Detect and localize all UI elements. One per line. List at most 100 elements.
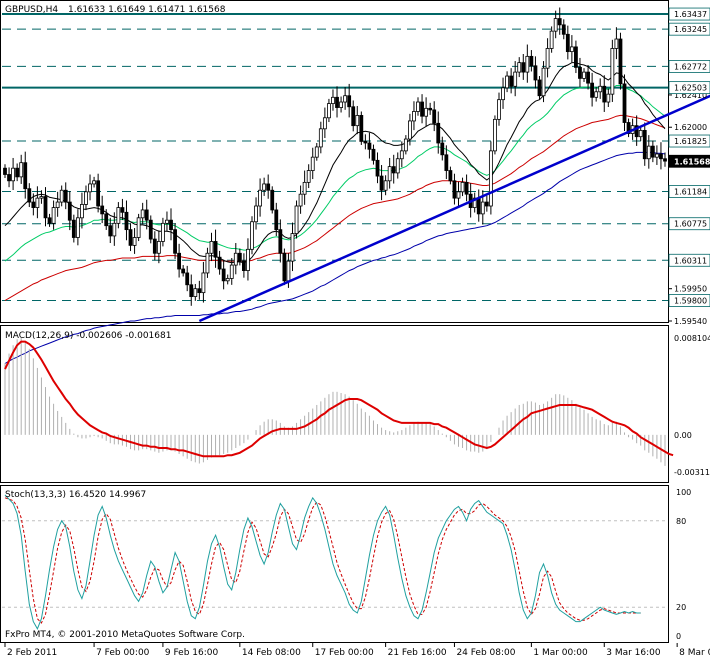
candle-body — [75, 217, 80, 238]
candle-body — [108, 225, 113, 237]
candle-body — [173, 229, 177, 254]
candle-body — [634, 125, 639, 138]
candle-body — [391, 166, 396, 174]
price-label: 1.60311 — [674, 256, 707, 265]
price-label: 1.62410 — [674, 91, 707, 100]
candle-body — [626, 122, 631, 134]
candle-body — [31, 201, 36, 208]
candle-body — [537, 79, 542, 97]
price-label-box — [668, 81, 710, 95]
candle-body — [11, 167, 15, 182]
price-label: 1.60775 — [674, 220, 707, 229]
candle-body — [488, 150, 493, 207]
price-label: 1.59540 — [674, 317, 707, 326]
candle-body — [197, 288, 202, 294]
candle-body — [618, 38, 623, 85]
candle-body — [132, 237, 137, 246]
candle-body — [3, 167, 7, 175]
candle-body — [161, 222, 165, 242]
candle-body — [367, 142, 372, 150]
candle-body — [213, 241, 218, 258]
candle-body — [278, 229, 283, 254]
candle-body — [140, 209, 145, 219]
time-label: 9 Feb 16:00 — [165, 648, 219, 658]
candle-body — [578, 66, 582, 79]
candle-body — [529, 55, 534, 67]
candle-body — [614, 38, 619, 49]
price-label: 1.62503 — [674, 84, 707, 93]
ma-short-line — [4, 62, 666, 264]
candle-body — [181, 268, 186, 274]
candle-body — [84, 191, 88, 205]
candle-body — [63, 189, 68, 203]
price-label-box — [668, 185, 710, 198]
candle-body — [343, 95, 348, 103]
candle-body — [416, 101, 420, 112]
candle-body — [298, 193, 303, 207]
candle-body — [152, 238, 157, 254]
candle-body — [270, 189, 275, 211]
candle-body — [586, 71, 590, 84]
candle-body — [51, 207, 56, 224]
price-label: 1.61568 — [674, 157, 710, 166]
candle-body — [148, 219, 153, 240]
stoch-scale-label: 20 — [676, 603, 686, 612]
candle-body — [594, 91, 599, 98]
candle-body — [464, 181, 469, 195]
candle-body — [205, 252, 210, 274]
candle-body — [432, 109, 437, 124]
time-label: 7 Feb 00:00 — [96, 648, 150, 658]
ma-long-line — [4, 114, 666, 301]
candle-body — [444, 154, 449, 171]
macd-scale-label: 0.00 — [674, 431, 692, 440]
candle-body — [266, 183, 271, 191]
price-label-box — [668, 217, 710, 231]
candle-body — [403, 138, 408, 152]
candle-body — [505, 75, 509, 89]
candle-body — [347, 95, 352, 108]
candle-body — [387, 166, 392, 182]
candle-body — [35, 197, 40, 208]
candle-body — [569, 46, 574, 53]
candle-body — [606, 93, 611, 103]
candle-body — [39, 196, 44, 199]
candle-body — [246, 248, 250, 271]
candle-body — [610, 48, 615, 95]
price-label-box — [668, 253, 710, 267]
candle-body — [359, 115, 364, 142]
price-label: 1.61825 — [674, 137, 707, 146]
candle-body — [424, 107, 429, 117]
candle-body — [274, 209, 279, 231]
stoch-main-line — [4, 494, 641, 630]
candle-body — [104, 213, 109, 227]
time-label: 2 Feb 2011 — [7, 648, 57, 658]
candle-body — [513, 71, 518, 87]
price-label-box — [668, 134, 710, 148]
candle-body — [169, 219, 173, 231]
candle-body — [128, 229, 133, 246]
candle-body — [302, 181, 307, 195]
candle-body — [318, 128, 323, 148]
ohlc-header: 1.61633 1.61649 1.61471 1.61568 — [68, 5, 226, 15]
candle-body — [428, 107, 433, 111]
candle-body — [112, 222, 117, 237]
price-pane-frame — [0, 0, 669, 323]
macd-indicator — [4, 338, 674, 466]
candle-body — [225, 278, 230, 282]
candle-body — [650, 145, 655, 158]
candle-body — [351, 106, 356, 127]
price-label-box — [668, 294, 710, 307]
trendline[interactable] — [198, 78, 710, 323]
candle-body — [452, 180, 457, 199]
candle-body — [331, 96, 335, 105]
macd-scale-label: 0.008104 — [674, 334, 710, 343]
candle-body — [448, 170, 453, 182]
candle-body — [19, 162, 24, 178]
candle-body — [501, 87, 505, 101]
candle-body — [92, 180, 96, 185]
candle-body — [561, 24, 566, 35]
candle-body — [100, 205, 105, 215]
candle-body — [521, 62, 526, 73]
